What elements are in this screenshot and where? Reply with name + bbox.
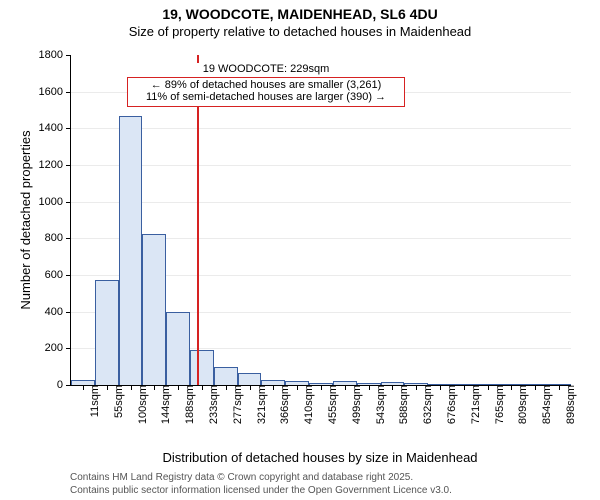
ytick-mark <box>66 275 71 276</box>
xtick-label: 455sqm <box>325 385 339 424</box>
gridline <box>71 128 571 129</box>
xtick-label: 233sqm <box>206 385 220 424</box>
xtick-mark <box>250 385 251 390</box>
xtick-label: 543sqm <box>373 385 387 424</box>
ytick-label: 1800 <box>1 49 63 61</box>
xtick-label: 765sqm <box>492 385 506 424</box>
ytick-mark <box>66 385 71 386</box>
ytick-label: 1200 <box>1 159 63 171</box>
gridline <box>71 165 571 166</box>
histogram-bar <box>214 367 238 385</box>
xtick-label: 898sqm <box>563 385 577 424</box>
xtick-label: 588sqm <box>396 385 410 424</box>
x-axis-title: Distribution of detached houses by size … <box>70 450 570 465</box>
xtick-mark <box>440 385 441 390</box>
xtick-label: 55sqm <box>111 385 125 418</box>
xtick-mark <box>202 385 203 390</box>
footer-line-2: Contains public sector information licen… <box>70 485 452 498</box>
xtick-mark <box>511 385 512 390</box>
ytick-mark <box>66 55 71 56</box>
xtick-mark <box>178 385 179 390</box>
plot-area: 02004006008001000120014001600180011sqm55… <box>70 55 571 386</box>
xtick-label: 11sqm <box>87 385 101 417</box>
footer: Contains HM Land Registry data © Crown c… <box>70 472 452 497</box>
xtick-label: 410sqm <box>301 385 315 424</box>
chart-container: 19, WOODCOTE, MAIDENHEAD, SL6 4DU Size o… <box>0 0 600 500</box>
ytick-label: 600 <box>1 269 63 281</box>
xtick-mark <box>321 385 322 390</box>
gridline <box>71 202 571 203</box>
annotation-title: 19 WOODCOTE: 229sqm <box>127 63 405 77</box>
xtick-label: 499sqm <box>349 385 363 424</box>
xtick-mark <box>345 385 346 390</box>
xtick-label: 366sqm <box>277 385 291 424</box>
histogram-bar <box>190 350 214 385</box>
annotation-line-smaller: ← 89% of detached houses are smaller (3,… <box>132 79 400 92</box>
ytick-mark <box>66 165 71 166</box>
xtick-label: 632sqm <box>420 385 434 424</box>
xtick-label: 321sqm <box>254 385 268 424</box>
xtick-label: 721sqm <box>468 385 482 424</box>
footer-line-1: Contains HM Land Registry data © Crown c… <box>70 472 452 485</box>
ytick-label: 800 <box>1 232 63 244</box>
annotation-body: ← 89% of detached houses are smaller (3,… <box>127 77 405 107</box>
annotation-box: 19 WOODCOTE: 229sqm ← 89% of detached hou… <box>127 63 405 107</box>
ytick-mark <box>66 202 71 203</box>
xtick-mark <box>392 385 393 390</box>
histogram-bar <box>142 234 166 385</box>
xtick-mark <box>416 385 417 390</box>
xtick-label: 188sqm <box>182 385 196 424</box>
xtick-mark <box>488 385 489 390</box>
annotation-line-larger: 11% of semi-detached houses are larger (… <box>132 91 400 104</box>
histogram-bar <box>95 280 119 385</box>
ytick-label: 400 <box>1 306 63 318</box>
xtick-mark <box>369 385 370 390</box>
chart-title: 19, WOODCOTE, MAIDENHEAD, SL6 4DU <box>0 6 600 22</box>
xtick-label: 100sqm <box>135 385 149 424</box>
xtick-label: 809sqm <box>515 385 529 424</box>
histogram-bar <box>166 312 190 385</box>
xtick-mark <box>107 385 108 390</box>
ytick-label: 1600 <box>1 86 63 98</box>
xtick-mark <box>226 385 227 390</box>
xtick-mark <box>273 385 274 390</box>
xtick-mark <box>154 385 155 390</box>
ytick-label: 200 <box>1 342 63 354</box>
xtick-mark <box>297 385 298 390</box>
histogram-bar <box>119 116 143 385</box>
ytick-mark <box>66 348 71 349</box>
ytick-mark <box>66 92 71 93</box>
xtick-label: 144sqm <box>158 385 172 424</box>
ytick-mark <box>66 238 71 239</box>
y-axis-title: Number of detached properties <box>18 55 33 385</box>
ytick-label: 1000 <box>1 196 63 208</box>
chart-subtitle: Size of property relative to detached ho… <box>0 24 600 39</box>
xtick-mark <box>535 385 536 390</box>
xtick-mark <box>131 385 132 390</box>
xtick-label: 676sqm <box>444 385 458 424</box>
xtick-mark <box>83 385 84 390</box>
xtick-label: 277sqm <box>230 385 244 424</box>
histogram-bar <box>238 373 262 385</box>
xtick-mark <box>559 385 560 390</box>
ytick-label: 1400 <box>1 122 63 134</box>
ytick-mark <box>66 128 71 129</box>
xtick-label: 854sqm <box>539 385 553 424</box>
xtick-mark <box>464 385 465 390</box>
ytick-mark <box>66 312 71 313</box>
ytick-label: 0 <box>1 379 63 391</box>
